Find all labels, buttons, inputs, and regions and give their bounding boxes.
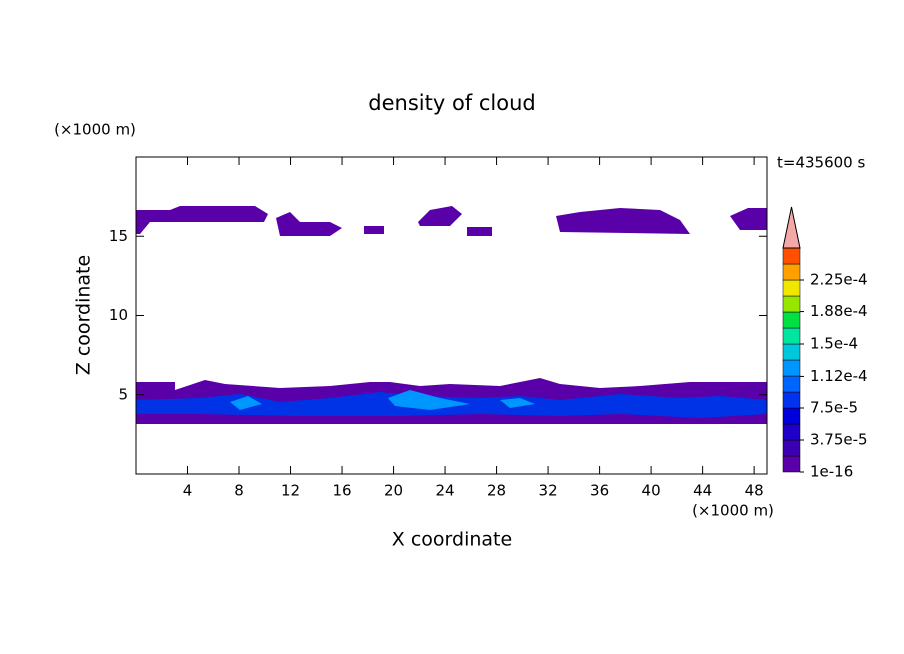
colorbar-band bbox=[782, 263, 801, 281]
colorbar-band bbox=[782, 359, 801, 377]
y-tick-label: 5 bbox=[118, 385, 128, 403]
colorbar-label: 3.75e-5 bbox=[810, 431, 868, 449]
y-tick-label: 15 bbox=[109, 227, 128, 245]
x-tick-label: 16 bbox=[332, 482, 351, 500]
x-tick-label: 4 bbox=[183, 482, 193, 500]
x-tick-label: 28 bbox=[487, 482, 506, 500]
colorbar-band bbox=[782, 407, 801, 425]
colorbar-band bbox=[782, 439, 801, 457]
x-unit: (×1000 m) bbox=[692, 502, 774, 520]
plot-frame bbox=[135, 156, 768, 475]
colorbar-band bbox=[782, 311, 801, 329]
colorbar-band bbox=[782, 423, 801, 441]
chart-title: density of cloud bbox=[368, 91, 535, 115]
colorbar-label: 7.5e-5 bbox=[810, 399, 858, 417]
x-tick-label: 44 bbox=[693, 482, 712, 500]
colorbar-band bbox=[782, 327, 801, 345]
colorbar-label: 1.5e-4 bbox=[810, 335, 858, 353]
y-tick-label: 10 bbox=[109, 306, 128, 324]
colorbar-band bbox=[782, 295, 801, 313]
x-tick-label: 24 bbox=[436, 482, 455, 500]
y-unit: (×1000 m) bbox=[54, 121, 136, 139]
x-tick-label: 12 bbox=[281, 482, 300, 500]
colorbar-band bbox=[782, 279, 801, 297]
colorbar-label: 1.12e-4 bbox=[810, 367, 868, 385]
colorbar-band bbox=[782, 343, 801, 361]
x-axis-label: X coordinate bbox=[392, 529, 512, 551]
x-tick-label: 8 bbox=[234, 482, 244, 500]
x-tick-label: 36 bbox=[590, 482, 609, 500]
y-axis-label: Z coordinate bbox=[73, 255, 95, 375]
colorbar-band bbox=[782, 391, 801, 409]
colorbar-label: 1e-16 bbox=[810, 463, 853, 481]
colorbar-extend bbox=[782, 206, 801, 249]
time-annotation: t=435600 s bbox=[777, 154, 865, 172]
x-tick-label: 20 bbox=[384, 482, 403, 500]
x-tick-label: 32 bbox=[539, 482, 558, 500]
x-tick-label: 40 bbox=[642, 482, 661, 500]
x-tick-label: 48 bbox=[745, 482, 764, 500]
colorbar-label: 2.25e-4 bbox=[810, 271, 868, 289]
colorbar-band bbox=[782, 247, 801, 265]
colorbar-band bbox=[782, 375, 801, 393]
colorbar-band bbox=[782, 455, 801, 473]
colorbar-label: 1.88e-4 bbox=[810, 302, 868, 320]
cloud-shapes bbox=[136, 206, 767, 424]
